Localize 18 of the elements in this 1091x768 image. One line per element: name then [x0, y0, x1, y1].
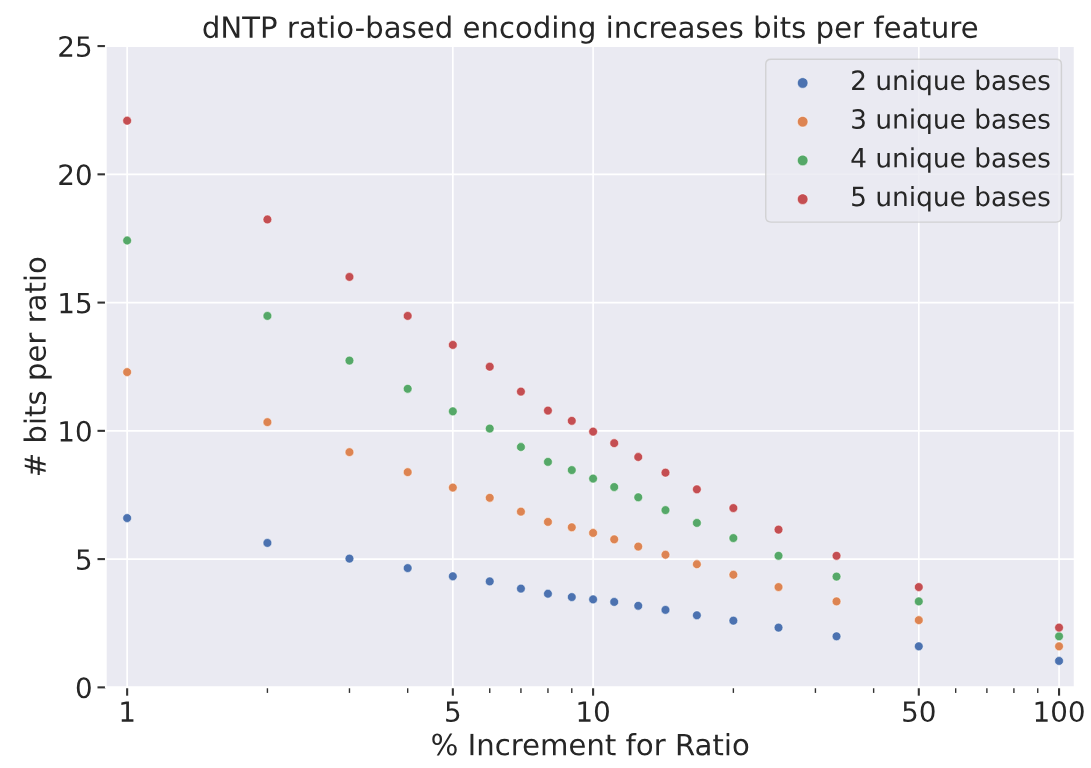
x-tick-label: 10 [578, 701, 609, 723]
x-tick-label: 100 [1035, 701, 1084, 723]
legend-label: 5 unique bases [852, 186, 1050, 212]
chart-title: dNTP ratio-based encoding increases bits per feature [203, 15, 978, 44]
x-axis-title: % Increment for Ratio [432, 732, 749, 756]
y-axis-title: # bits per ratio [23, 257, 52, 476]
x-tick-label: 50 [903, 701, 935, 723]
y-tick-label: 10 [60, 420, 91, 442]
y-tick-label: 15 [60, 292, 91, 314]
legend-label: 3 unique bases [852, 108, 1050, 135]
y-tick-label: 20 [59, 164, 91, 186]
y-tick-label: 5 [77, 549, 91, 571]
legend-label: 2 unique bases [852, 69, 1050, 96]
x-tick-label: 1 [121, 701, 134, 722]
legend-label: 4 unique bases [851, 147, 1050, 173]
x-tick-label: 5 [446, 701, 460, 723]
y-tick-label: 0 [76, 677, 91, 699]
y-tick-label: 25 [59, 36, 91, 58]
